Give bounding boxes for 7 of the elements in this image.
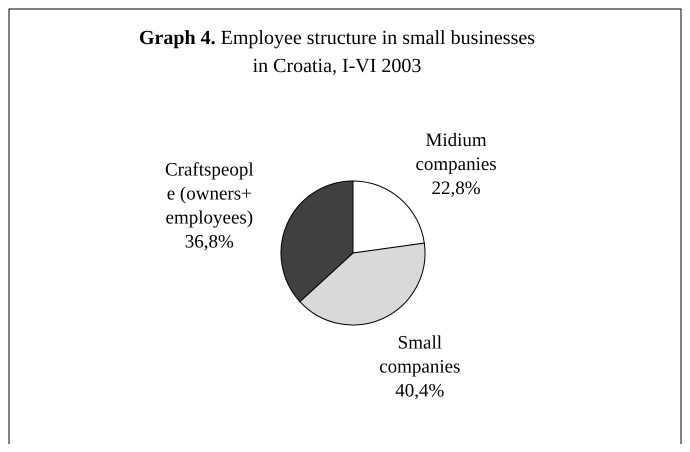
chart-title: Graph 4. Employee structure in small businesses in Croatia, I-VI 2003 xyxy=(138,27,536,77)
slice-label: Midium companies xyxy=(415,130,497,176)
data-label: 22,8% xyxy=(432,178,481,200)
slice-label: Small companies xyxy=(379,332,460,378)
slice-label: Craftspeopl e (owners+ employees) xyxy=(164,160,254,229)
data-label: 40,4% xyxy=(395,380,445,402)
data-label: 36,8% xyxy=(184,232,234,253)
